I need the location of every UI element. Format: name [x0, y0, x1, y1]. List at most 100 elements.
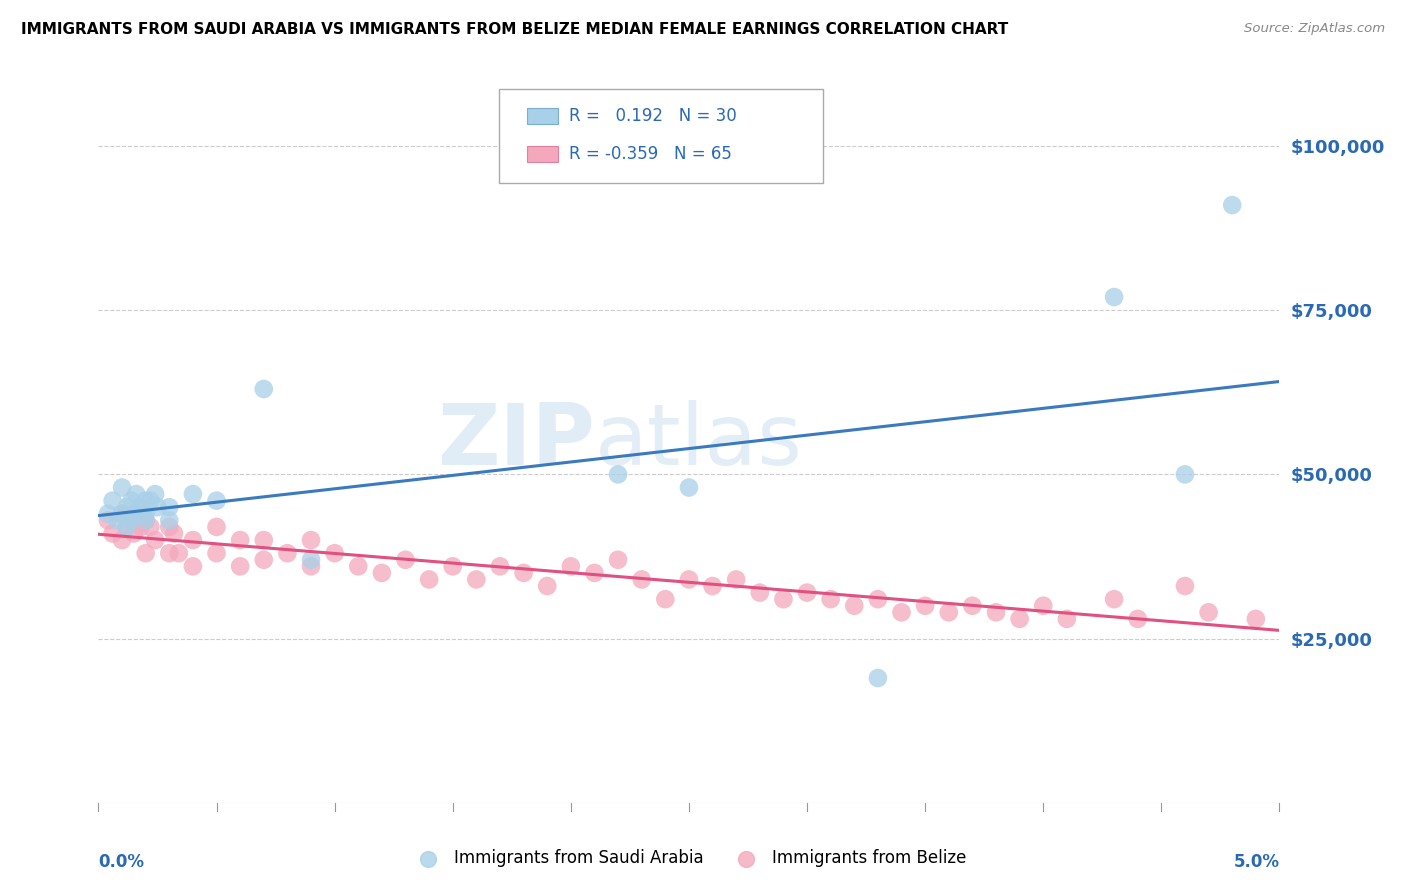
- Point: [844, 599, 866, 613]
- Point: [229, 559, 252, 574]
- Point: [772, 592, 794, 607]
- Point: [1008, 612, 1031, 626]
- Point: [1198, 605, 1220, 619]
- Point: [101, 493, 124, 508]
- Text: R =   0.192   N = 30: R = 0.192 N = 30: [569, 107, 737, 125]
- Point: [1056, 612, 1078, 626]
- Point: [820, 592, 842, 607]
- Legend: Immigrants from Saudi Arabia, Immigrants from Belize: Immigrants from Saudi Arabia, Immigrants…: [405, 843, 973, 874]
- Point: [157, 520, 180, 534]
- Point: [111, 507, 134, 521]
- Point: [167, 546, 190, 560]
- Point: [143, 533, 166, 547]
- Point: [654, 592, 676, 607]
- Point: [536, 579, 558, 593]
- Text: Source: ZipAtlas.com: Source: ZipAtlas.com: [1244, 22, 1385, 36]
- Text: atlas: atlas: [595, 400, 803, 483]
- Point: [157, 546, 180, 560]
- Point: [299, 533, 322, 547]
- Point: [299, 553, 322, 567]
- Point: [111, 533, 134, 547]
- Point: [157, 513, 180, 527]
- Point: [276, 546, 298, 560]
- Point: [163, 526, 186, 541]
- Point: [129, 520, 152, 534]
- Point: [253, 382, 276, 396]
- Point: [125, 507, 148, 521]
- Point: [181, 559, 204, 574]
- Point: [101, 526, 124, 541]
- Point: [441, 559, 464, 574]
- Point: [1174, 579, 1197, 593]
- Point: [181, 533, 204, 547]
- Point: [962, 599, 984, 613]
- Point: [796, 585, 818, 599]
- Point: [866, 671, 889, 685]
- Point: [135, 507, 157, 521]
- Text: 0.0%: 0.0%: [98, 854, 145, 871]
- Point: [914, 599, 936, 613]
- Point: [146, 500, 169, 515]
- Point: [1032, 599, 1054, 613]
- Point: [678, 573, 700, 587]
- Point: [725, 573, 748, 587]
- Point: [583, 566, 606, 580]
- Point: [122, 526, 145, 541]
- Point: [135, 513, 157, 527]
- Text: IMMIGRANTS FROM SAUDI ARABIA VS IMMIGRANTS FROM BELIZE MEDIAN FEMALE EARNINGS CO: IMMIGRANTS FROM SAUDI ARABIA VS IMMIGRAN…: [21, 22, 1008, 37]
- Point: [347, 559, 370, 574]
- Point: [489, 559, 512, 574]
- Point: [139, 493, 162, 508]
- Point: [135, 513, 157, 527]
- Text: 5.0%: 5.0%: [1233, 854, 1279, 871]
- Point: [157, 500, 180, 515]
- Text: R = -0.359   N = 65: R = -0.359 N = 65: [569, 145, 733, 163]
- Text: ZIP: ZIP: [437, 400, 595, 483]
- Point: [135, 546, 157, 560]
- Point: [115, 500, 138, 515]
- Point: [97, 513, 120, 527]
- Y-axis label: Median Female Earnings: Median Female Earnings: [0, 340, 8, 543]
- Point: [702, 579, 724, 593]
- Point: [1126, 612, 1149, 626]
- Point: [394, 553, 416, 567]
- Point: [125, 487, 148, 501]
- Point: [512, 566, 534, 580]
- Point: [253, 553, 276, 567]
- Point: [135, 493, 157, 508]
- Point: [938, 605, 960, 619]
- Point: [748, 585, 770, 599]
- Point: [111, 507, 134, 521]
- Point: [1174, 467, 1197, 482]
- Point: [105, 513, 128, 527]
- Point: [1102, 592, 1125, 607]
- Point: [299, 559, 322, 574]
- Point: [607, 467, 630, 482]
- Point: [1220, 198, 1243, 212]
- Point: [115, 520, 138, 534]
- Point: [984, 605, 1007, 619]
- Point: [181, 487, 204, 501]
- Point: [560, 559, 582, 574]
- Point: [607, 553, 630, 567]
- Point: [121, 513, 143, 527]
- Point: [115, 520, 138, 534]
- Point: [129, 500, 152, 515]
- Point: [323, 546, 346, 560]
- Point: [205, 546, 228, 560]
- Point: [630, 573, 652, 587]
- Point: [1244, 612, 1267, 626]
- Point: [229, 533, 252, 547]
- Point: [97, 507, 120, 521]
- Point: [1102, 290, 1125, 304]
- Point: [139, 520, 162, 534]
- Point: [143, 487, 166, 501]
- Point: [418, 573, 440, 587]
- Point: [371, 566, 394, 580]
- Point: [678, 481, 700, 495]
- Point: [253, 533, 276, 547]
- Point: [122, 507, 145, 521]
- Point: [121, 513, 143, 527]
- Point: [890, 605, 912, 619]
- Point: [121, 493, 143, 508]
